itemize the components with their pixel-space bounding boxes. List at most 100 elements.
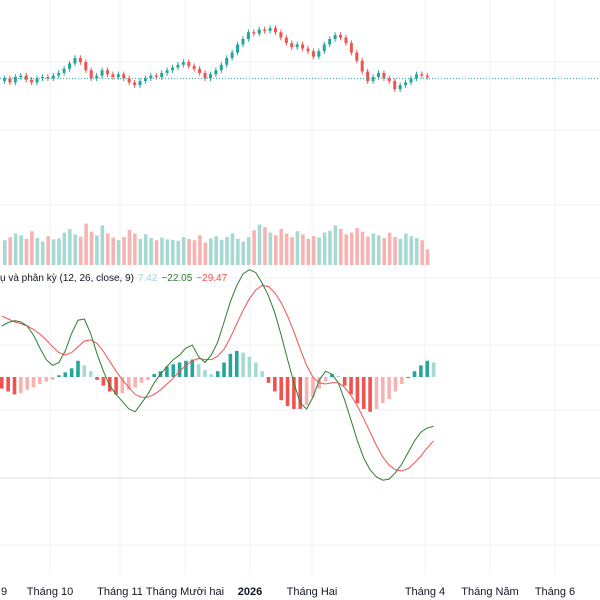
macd-histogram-bar: [425, 360, 430, 377]
candle-body: [263, 29, 267, 31]
macd-histogram-bar: [273, 377, 277, 392]
macd-histogram-bar: [222, 362, 226, 377]
volume-bar: [268, 232, 273, 265]
candle-body: [160, 72, 164, 77]
candle-body: [241, 39, 245, 45]
price-pane: [0, 25, 600, 92]
candle-body: [122, 74, 126, 79]
macd-histogram-bar: [406, 377, 410, 378]
macd-pane: [0, 269, 436, 481]
volume-bar: [24, 238, 29, 265]
macd-histogram-bar: [177, 362, 182, 377]
volume-bar: [149, 238, 153, 265]
volume-bar: [306, 238, 311, 265]
volume-bar: [393, 237, 397, 265]
volume-pane: [3, 223, 430, 265]
candle-body: [46, 77, 50, 79]
volume-bar: [317, 237, 321, 265]
volume-bar: [105, 233, 110, 265]
x-tick-label: Tháng 4: [405, 586, 445, 598]
macd-histogram-bar: [6, 377, 10, 392]
volume-bar: [279, 229, 284, 265]
candle-body: [143, 78, 147, 82]
macd-histogram-bar: [171, 364, 176, 377]
macd-histogram-bar: [431, 362, 436, 377]
macd-histogram-bar: [209, 374, 214, 377]
volume-bar: [8, 237, 13, 265]
volume-bar: [333, 225, 338, 265]
candle-body: [19, 75, 23, 77]
candle-body: [311, 51, 315, 57]
macd-histogram-bar: [12, 377, 17, 395]
macd-histogram-bar: [285, 377, 290, 406]
macd-histogram-bar: [69, 368, 74, 377]
macd-histogram-bar: [184, 360, 188, 377]
macd-histogram-bar: [114, 377, 118, 395]
x-tick-label: 9: [1, 586, 7, 598]
volume-bar: [208, 238, 213, 265]
x-tick-label: Tháng Hai: [287, 586, 338, 598]
candle-body: [376, 72, 380, 77]
volume-bar: [414, 238, 419, 265]
macd-legend: ụ và phân kỳ (12, 26, close, 9) 7.42 −22.0…: [0, 273, 231, 284]
candle-body: [8, 78, 12, 83]
candle-body: [133, 82, 137, 86]
macd-legend-label: ụ và phân kỳ (12, 26, close, 9): [0, 273, 134, 284]
macd-histogram-bar: [95, 377, 99, 380]
volume-bar: [181, 237, 186, 265]
volume-bar: [322, 232, 327, 265]
candle-body: [425, 75, 429, 77]
volume-bar: [176, 240, 181, 265]
macd-histogram-bar: [0, 377, 4, 389]
x-tick-label: 2026: [238, 586, 262, 598]
macd-histogram-bar: [412, 371, 417, 377]
volume-bar: [203, 242, 208, 265]
volume-bar: [371, 233, 376, 265]
macd-histogram-bar: [88, 371, 93, 377]
volume-bar: [246, 237, 251, 265]
volume-bar: [295, 231, 300, 265]
volume-bar: [339, 229, 343, 265]
candle-body: [414, 74, 418, 79]
volume-bar: [143, 234, 148, 265]
candle-body: [100, 70, 104, 76]
macd-histogram-bar: [25, 377, 29, 390]
candle-body: [198, 68, 202, 73]
volume-bar: [116, 240, 121, 265]
volume-bar: [57, 238, 61, 265]
candle-body: [78, 58, 82, 63]
candle-body: [149, 75, 153, 79]
macd-histogram-bar: [44, 377, 49, 382]
volume-bar: [214, 236, 218, 265]
macd-histogram-bar: [76, 360, 80, 377]
macd-histogram-bar: [31, 377, 36, 388]
candle-body: [203, 72, 207, 79]
macd-histogram-bar: [38, 377, 42, 384]
volume-bar: [40, 241, 45, 265]
volume-bar: [111, 237, 115, 265]
volume-bar: [284, 233, 289, 265]
candle-body: [165, 70, 169, 73]
volume-bar: [127, 229, 132, 265]
candle-body: [393, 81, 397, 90]
x-tick-label: Tháng 11: [97, 586, 143, 598]
macd-histogram-bar: [152, 374, 156, 377]
volume-bar: [165, 239, 170, 265]
candle-body: [171, 67, 175, 71]
volume-bar: [46, 236, 50, 265]
volume-bar: [398, 238, 403, 265]
signal-line: [1, 284, 434, 472]
volume-bar: [290, 237, 294, 265]
volume-bar: [263, 227, 267, 265]
macd-histogram-bar: [323, 377, 328, 382]
macd-histogram-bar: [120, 377, 125, 394]
volume-bar: [366, 236, 370, 265]
candle-body: [111, 74, 115, 77]
candle-body: [13, 77, 17, 83]
candle-body: [62, 68, 66, 73]
volume-bar: [382, 238, 386, 265]
candle-body: [398, 85, 402, 90]
volume-bar: [425, 249, 430, 265]
candle-body: [35, 78, 39, 83]
